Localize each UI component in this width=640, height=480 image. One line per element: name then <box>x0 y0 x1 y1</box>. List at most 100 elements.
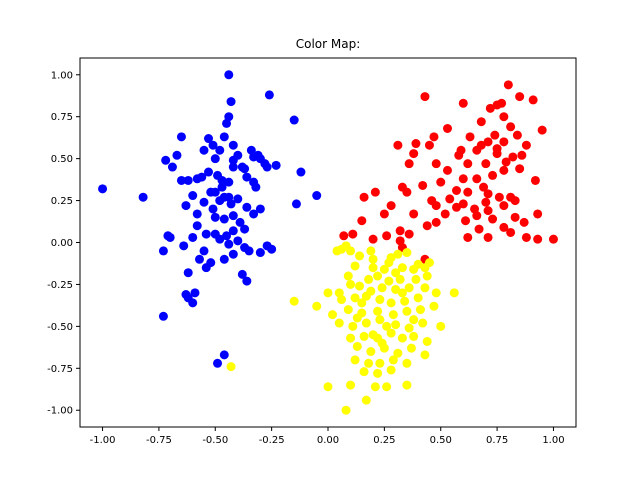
points-layer <box>98 70 558 415</box>
data-point <box>323 382 333 392</box>
data-point <box>192 209 202 219</box>
data-point <box>391 320 401 330</box>
data-point <box>393 249 403 259</box>
data-point <box>343 271 353 281</box>
data-point <box>264 90 274 100</box>
data-point <box>228 155 238 165</box>
data-point <box>201 263 211 273</box>
data-point <box>359 331 369 341</box>
data-point <box>391 268 401 278</box>
data-point <box>346 380 356 390</box>
data-point <box>413 293 423 303</box>
y-tick-label: -0.75 <box>47 364 73 375</box>
data-point <box>161 155 171 165</box>
data-point <box>224 177 234 187</box>
data-point <box>291 199 301 209</box>
data-point <box>228 140 238 150</box>
data-point <box>474 224 484 234</box>
data-point <box>368 254 378 264</box>
data-point <box>521 232 531 242</box>
data-point <box>204 167 214 177</box>
data-point <box>233 236 243 246</box>
data-point <box>485 103 495 113</box>
data-point <box>510 212 520 222</box>
x-tick-label: -0.50 <box>202 435 228 446</box>
data-point <box>442 123 452 133</box>
data-point <box>463 232 473 242</box>
data-point <box>402 187 412 197</box>
data-point <box>397 288 407 298</box>
data-point <box>530 175 540 185</box>
data-point <box>228 162 238 172</box>
data-point <box>548 234 558 244</box>
data-point <box>402 380 412 390</box>
data-point <box>418 318 428 328</box>
data-point <box>240 224 250 234</box>
data-point <box>341 405 351 415</box>
data-point <box>242 172 252 182</box>
data-point <box>436 177 446 187</box>
data-point <box>176 175 186 185</box>
data-point <box>515 92 525 102</box>
data-point <box>346 279 356 289</box>
y-tick-label: 0.75 <box>51 112 73 123</box>
data-point <box>188 232 198 242</box>
data-point <box>463 187 473 197</box>
data-point <box>158 246 168 256</box>
data-point <box>420 350 430 360</box>
data-point <box>442 165 452 175</box>
data-point <box>420 92 430 102</box>
data-point <box>440 209 450 219</box>
data-point <box>192 221 202 231</box>
data-point <box>409 149 419 159</box>
data-point <box>388 310 398 320</box>
data-point <box>388 355 398 365</box>
data-point <box>361 395 371 405</box>
data-point <box>472 174 482 184</box>
data-point <box>370 187 380 197</box>
data-point <box>404 323 414 333</box>
y-tick-label: 0.25 <box>51 196 73 207</box>
data-point <box>492 144 502 154</box>
data-point <box>364 358 374 368</box>
data-point <box>352 313 362 323</box>
data-point <box>208 140 218 150</box>
data-point <box>262 162 272 172</box>
chart-title: Color Map: <box>296 37 361 51</box>
data-point <box>458 199 468 209</box>
data-point <box>201 229 211 239</box>
data-point <box>395 226 405 236</box>
data-point <box>479 182 489 192</box>
data-point <box>452 186 462 195</box>
data-point <box>312 191 322 201</box>
data-point <box>213 358 223 368</box>
data-point <box>375 358 385 368</box>
data-point <box>458 98 468 108</box>
data-point <box>194 254 204 264</box>
data-point <box>217 182 227 192</box>
data-point <box>219 132 229 142</box>
data-point <box>255 204 265 214</box>
data-point <box>386 298 396 308</box>
data-point <box>431 159 441 169</box>
data-point <box>228 249 238 259</box>
data-point <box>411 139 421 149</box>
data-point <box>377 283 387 293</box>
data-point <box>490 130 500 140</box>
data-point <box>224 239 234 249</box>
data-point <box>352 341 362 351</box>
data-point <box>472 211 482 221</box>
data-point <box>404 159 414 169</box>
x-tick-label: -0.25 <box>259 435 285 446</box>
data-point <box>359 367 369 377</box>
data-point <box>219 254 229 264</box>
data-point <box>357 298 367 308</box>
data-point <box>409 331 419 341</box>
data-point <box>476 140 486 150</box>
data-point <box>210 229 220 239</box>
data-point <box>183 268 193 278</box>
data-point <box>364 274 374 284</box>
data-point <box>359 192 369 202</box>
data-point <box>521 140 531 150</box>
data-point <box>343 305 353 315</box>
